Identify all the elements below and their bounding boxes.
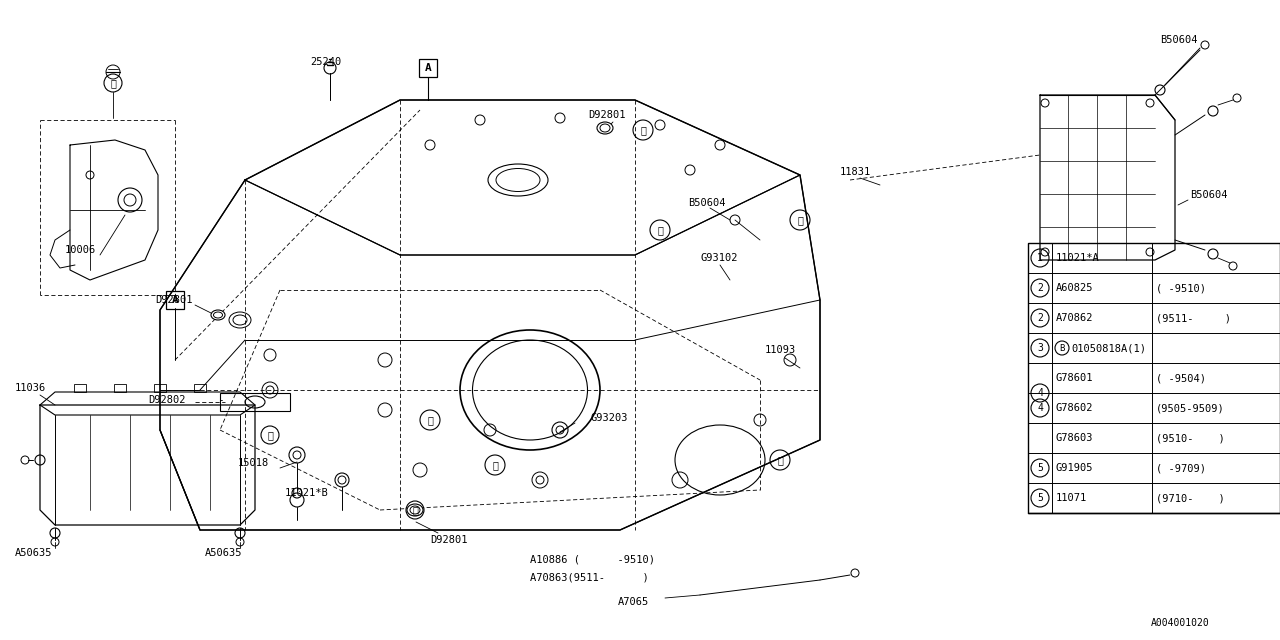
Text: ③: ③ — [110, 78, 116, 88]
Text: 1: 1 — [1037, 253, 1043, 263]
Bar — [419, 59, 436, 77]
Text: A60825: A60825 — [1056, 283, 1093, 293]
Text: ④: ④ — [657, 225, 663, 235]
Text: 10006: 10006 — [65, 245, 96, 255]
Text: ( -9510): ( -9510) — [1156, 283, 1206, 293]
Text: 5: 5 — [1037, 463, 1043, 473]
Text: A: A — [425, 63, 431, 73]
Text: A: A — [172, 295, 178, 305]
Text: B50604: B50604 — [1190, 190, 1228, 200]
Bar — [74, 384, 86, 392]
Text: D92801: D92801 — [430, 535, 467, 545]
Text: A70862: A70862 — [1056, 313, 1093, 323]
Text: D92802: D92802 — [148, 395, 186, 405]
Text: ( -9504): ( -9504) — [1156, 373, 1206, 383]
Text: D92801: D92801 — [588, 110, 626, 120]
Text: (9710-    ): (9710- ) — [1156, 493, 1225, 503]
Text: ②: ② — [777, 455, 783, 465]
Text: B: B — [1060, 344, 1065, 353]
Bar — [195, 384, 206, 392]
Text: 2: 2 — [1037, 313, 1043, 323]
Text: 11036: 11036 — [15, 383, 46, 393]
Text: ①: ① — [412, 505, 419, 515]
Text: 11093: 11093 — [765, 345, 796, 355]
Text: ①: ① — [268, 430, 273, 440]
Text: (9505-9509): (9505-9509) — [1156, 403, 1225, 413]
Text: A10886 (      -9510): A10886 ( -9510) — [530, 555, 655, 565]
Ellipse shape — [407, 504, 422, 516]
Text: (9510-    ): (9510- ) — [1156, 433, 1225, 443]
Text: ⑤: ⑤ — [492, 460, 498, 470]
Text: ①: ① — [640, 125, 646, 135]
Text: 15018: 15018 — [238, 458, 269, 468]
Bar — [166, 291, 184, 309]
Text: 11831: 11831 — [840, 167, 872, 177]
Text: 2: 2 — [1037, 283, 1043, 293]
Text: G78601: G78601 — [1056, 373, 1093, 383]
Text: G93203: G93203 — [590, 413, 627, 423]
Text: G78603: G78603 — [1056, 433, 1093, 443]
Bar — [220, 393, 291, 411]
Text: A50635: A50635 — [205, 548, 242, 558]
Text: ⑤: ⑤ — [428, 415, 433, 425]
Text: A004001020: A004001020 — [1151, 618, 1210, 628]
Text: G78602: G78602 — [1056, 403, 1093, 413]
Text: 25240: 25240 — [310, 57, 342, 67]
Text: 4: 4 — [1037, 388, 1043, 398]
Text: 11021*B: 11021*B — [285, 488, 329, 498]
Text: A50635: A50635 — [15, 548, 52, 558]
Text: 11021*A: 11021*A — [1056, 253, 1100, 263]
Bar — [114, 384, 125, 392]
Text: 4: 4 — [1037, 403, 1043, 413]
Text: G93102: G93102 — [700, 253, 737, 263]
Text: B50604: B50604 — [1160, 35, 1198, 45]
Text: A70863(9511-      ): A70863(9511- ) — [530, 572, 649, 582]
Ellipse shape — [596, 122, 613, 134]
Ellipse shape — [211, 310, 225, 320]
Text: 5: 5 — [1037, 493, 1043, 503]
Bar — [154, 384, 166, 392]
Text: 01050818A(1): 01050818A(1) — [1071, 343, 1146, 353]
Text: ( -9709): ( -9709) — [1156, 463, 1206, 473]
Text: B50604: B50604 — [689, 198, 726, 208]
Text: 11071: 11071 — [1056, 493, 1087, 503]
Text: (9511-     ): (9511- ) — [1156, 313, 1231, 323]
Text: A7065: A7065 — [618, 597, 649, 607]
Bar — [1028, 243, 1280, 513]
Text: G91905: G91905 — [1056, 463, 1093, 473]
Text: 3: 3 — [1037, 343, 1043, 353]
Text: ②: ② — [797, 215, 803, 225]
Text: D92801: D92801 — [155, 295, 192, 305]
